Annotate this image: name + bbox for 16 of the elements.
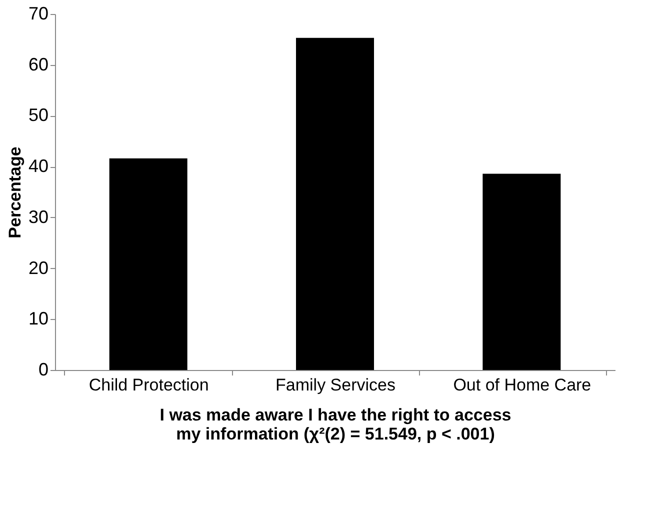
bar [296, 38, 374, 370]
x-tick-label: Child Protection [88, 376, 209, 394]
y-tick-label: 10 [28, 308, 48, 329]
y-tick-label: 20 [28, 258, 48, 278]
y-axis-title: Percentage [5, 146, 24, 238]
x-tick-label: Out of Home Care [453, 376, 592, 394]
y-tick-label: 0 [38, 360, 48, 380]
bar [482, 174, 561, 370]
bar [109, 158, 188, 370]
y-tick-label: 30 [28, 206, 48, 227]
y-tick-label: 70 [28, 4, 48, 24]
y-tick-label: 50 [28, 105, 48, 126]
y-tick-label: 60 [28, 54, 48, 74]
y-tick-label: 40 [28, 156, 48, 176]
x-axis-title: I was made aware I have the right to access my information (χ²(2) = 51.549, p < .001) [160, 406, 512, 444]
x-tick-label: Family Services [276, 376, 396, 394]
